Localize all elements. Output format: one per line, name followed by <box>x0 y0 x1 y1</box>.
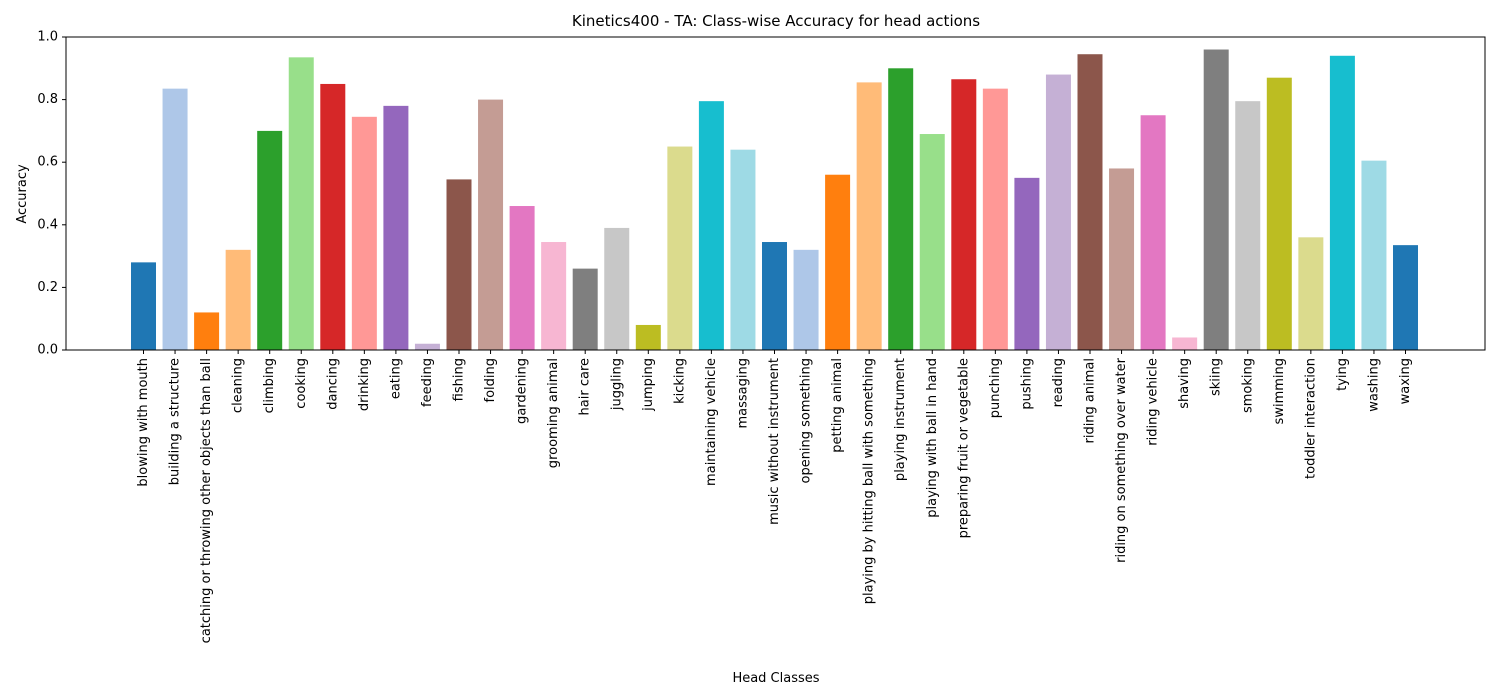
x-tick-label-21: opening something <box>799 358 814 484</box>
x-tick-label-8: eating <box>388 358 403 399</box>
y-tick-label-3: 0.6 <box>37 155 58 170</box>
bar-5 <box>288 57 314 351</box>
x-tick-label-28: pushing <box>1019 358 1034 410</box>
x-tick-label-19: massaging <box>735 358 750 429</box>
bar-36 <box>1266 77 1292 350</box>
bar-18 <box>698 101 724 350</box>
bar-16 <box>635 324 661 350</box>
bar-39 <box>1361 160 1387 350</box>
x-tick-label-6: dancing <box>325 358 340 410</box>
y-axis-label: Accuracy <box>15 164 30 224</box>
bar-21 <box>793 249 819 350</box>
bar-0 <box>131 262 156 350</box>
x-tick-label-22: petting animal <box>830 358 845 453</box>
x-tick-label-29: reading <box>1051 358 1066 407</box>
bar-8 <box>383 105 409 350</box>
bar-22 <box>825 174 851 350</box>
y-axis: 0.0 0.2 0.4 0.6 0.8 1.0 <box>37 30 66 358</box>
x-tick-label-1: building a structure <box>168 358 183 485</box>
bar-10 <box>446 179 472 350</box>
bar-11 <box>478 99 504 350</box>
bar-19 <box>730 149 756 350</box>
bar-35 <box>1235 101 1261 350</box>
y-tick-label-0: 0.0 <box>37 343 58 358</box>
y-tick-label-2: 0.4 <box>37 217 58 232</box>
x-tick-label-10: fishing <box>452 358 467 401</box>
x-tick-label-34: skiing <box>1209 358 1224 396</box>
x-tick-label-9: feeding <box>420 358 435 407</box>
bar-15 <box>604 227 630 350</box>
x-tick-label-36: swimming <box>1272 358 1287 424</box>
x-tick-label-24: playing instrument <box>893 358 908 481</box>
x-tick-label-2: catching or throwing other objects than … <box>199 358 214 643</box>
x-tick-label-32: riding vehicle <box>1146 358 1161 446</box>
bar-17 <box>667 146 693 350</box>
bar-31 <box>1109 168 1135 350</box>
bar-2 <box>194 312 220 350</box>
y-tick-label-5: 1.0 <box>37 30 58 45</box>
x-tick-label-27: punching <box>988 358 1003 418</box>
bar-24 <box>888 68 914 351</box>
y-tick-label-1: 0.2 <box>37 280 58 295</box>
bar-32 <box>1140 115 1166 350</box>
x-tick-label-13: grooming animal <box>546 358 561 468</box>
bar-25 <box>919 134 945 350</box>
bar-9 <box>414 343 440 350</box>
bar-12 <box>509 206 535 350</box>
y-tick-label-4: 0.8 <box>37 92 58 107</box>
bar-7 <box>351 116 377 350</box>
bar-27 <box>982 88 1008 351</box>
bar-4 <box>257 130 283 350</box>
x-tick-label-20: music without instrument <box>767 358 782 525</box>
bar-37 <box>1298 237 1324 350</box>
x-axis: blowing with mouth building a structure ca… <box>136 350 1413 643</box>
bar-20 <box>762 242 787 350</box>
bar-6 <box>320 83 346 350</box>
bars-group <box>131 49 1418 351</box>
x-tick-label-5: cooking <box>294 358 309 409</box>
x-tick-label-26: preparing fruit or vegetable <box>956 358 971 538</box>
x-tick-label-15: juggling <box>609 358 624 411</box>
x-tick-label-30: riding animal <box>1083 358 1098 444</box>
x-tick-label-40: waxing <box>1398 358 1413 404</box>
x-tick-label-33: shaving <box>1177 358 1192 409</box>
x-tick-label-16: jumping <box>641 358 656 412</box>
bar-29 <box>1045 74 1071 350</box>
x-tick-label-12: gardening <box>515 358 530 424</box>
x-tick-label-39: washing <box>1366 358 1381 412</box>
bar-33 <box>1172 337 1198 350</box>
x-tick-label-3: cleaning <box>231 358 246 413</box>
bar-14 <box>572 268 598 350</box>
x-tick-label-31: riding on something over water <box>1114 357 1129 563</box>
x-tick-label-4: climbing <box>262 358 277 413</box>
bar-40 <box>1393 245 1418 350</box>
bar-38 <box>1329 55 1355 350</box>
bar-28 <box>1014 177 1040 350</box>
x-tick-label-11: folding <box>483 358 498 403</box>
bar-13 <box>541 242 567 350</box>
bar-3 <box>225 249 251 350</box>
x-tick-label-0: blowing with mouth <box>136 358 151 487</box>
x-tick-label-23: playing by hitting ball with something <box>862 358 877 604</box>
chart-title: Kinetics400 - TA: Class-wise Accuracy fo… <box>572 12 980 30</box>
bar-30 <box>1077 54 1103 350</box>
bar-1 <box>162 88 188 351</box>
x-tick-label-25: playing with ball in hand <box>925 358 940 518</box>
x-axis-label: Head Classes <box>732 671 819 686</box>
x-tick-label-14: hair care <box>578 358 593 415</box>
plot-frame <box>65 36 1486 351</box>
x-tick-label-7: drinking <box>357 358 372 411</box>
x-tick-label-18: maintaining vehicle <box>704 358 719 486</box>
x-tick-label-37: toddler interaction <box>1303 358 1318 479</box>
x-tick-label-35: smoking <box>1240 358 1255 413</box>
bar-26 <box>951 79 977 350</box>
x-tick-label-17: kicking <box>672 358 687 404</box>
bar-34 <box>1203 49 1229 351</box>
bar-23 <box>856 82 882 350</box>
x-tick-label-38: tying <box>1335 358 1350 391</box>
